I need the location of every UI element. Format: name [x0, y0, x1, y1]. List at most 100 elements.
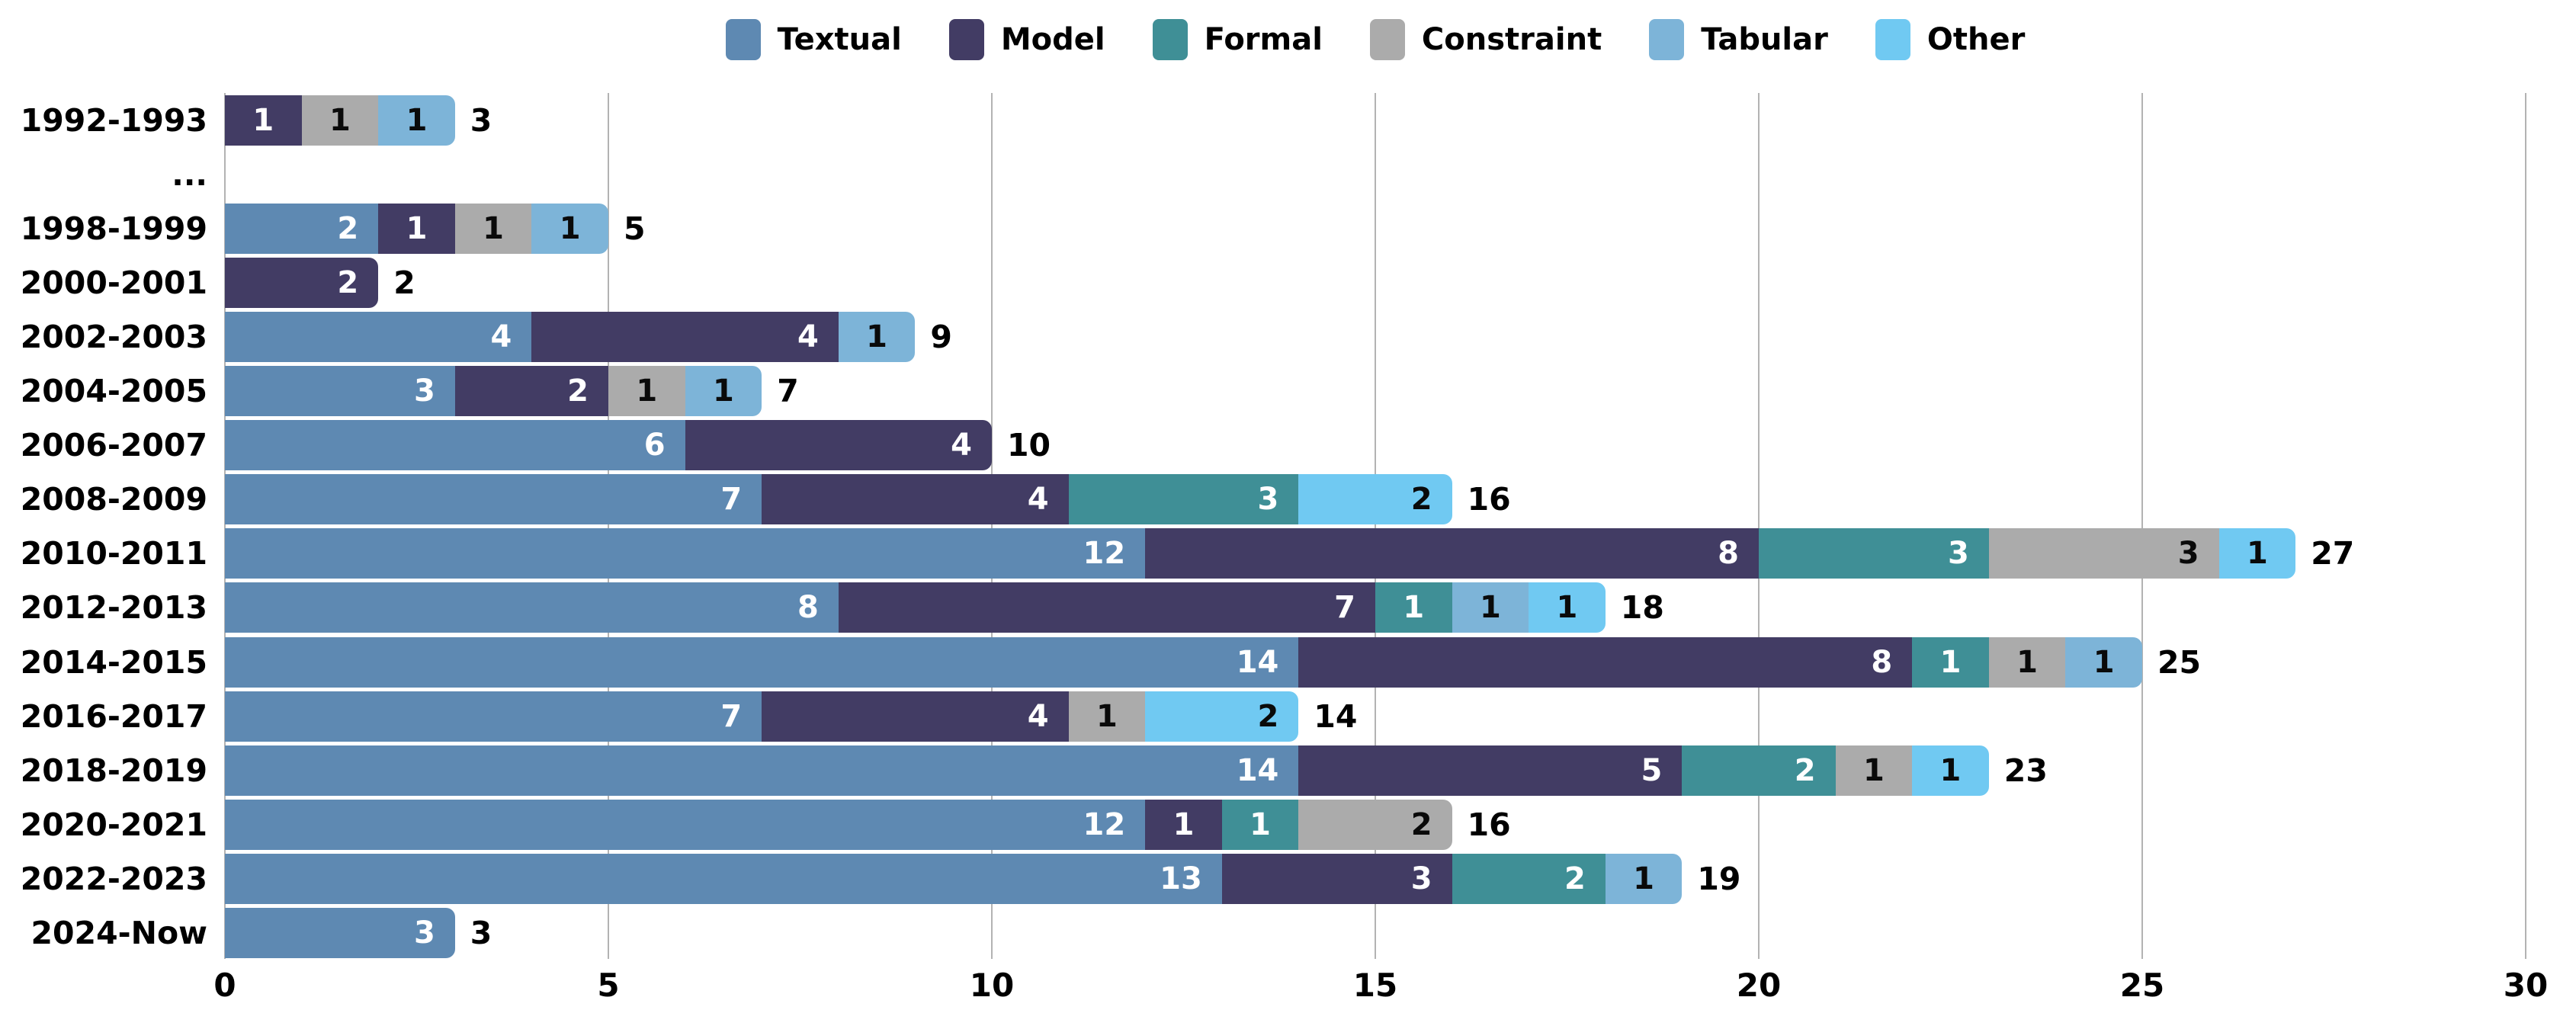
legend-swatch-other — [1875, 19, 1910, 60]
bar-row-2016-2017: 7 4 1 2 — [225, 691, 1299, 742]
bar-row-2000-2001: 2 — [225, 257, 379, 308]
legend-item-other: Other — [1875, 19, 2025, 60]
segment-value: 3 — [1410, 861, 1432, 896]
bar-segment-textual: 3 — [225, 908, 455, 959]
segment-value: 1 — [1939, 644, 1962, 680]
segment-value: 5 — [1641, 752, 1663, 788]
segment-value: 1 — [1096, 698, 1118, 734]
x-tick-label-10: 10 — [969, 967, 1015, 1004]
bar-segment-model: 8 — [1145, 528, 1759, 579]
segment-value: 14 — [1236, 644, 1279, 680]
total-label: 5 — [624, 210, 646, 247]
total-label: 9 — [930, 318, 952, 355]
legend-item-formal: Formal — [1152, 19, 1323, 60]
bar-segment-model: 4 — [685, 420, 992, 471]
bar-segment-textual: 13 — [225, 853, 1222, 904]
bar-row-2014-2015: 14 8 1 1 1 — [225, 636, 2142, 688]
x-tick-label-20: 20 — [1736, 967, 1782, 1004]
segment-value: 1 — [406, 102, 428, 138]
legend-swatch-constraint — [1369, 19, 1405, 60]
bar-segment-textual: 4 — [225, 311, 532, 362]
bar-segment-tabular: 1 — [1452, 582, 1529, 633]
gridline-x-25 — [2141, 93, 2143, 959]
bar-segment-textual: 12 — [225, 528, 1146, 579]
gridline-x-20 — [1758, 93, 1760, 959]
bar-segment-textual: 8 — [225, 582, 839, 633]
gridline-x-30 — [2525, 93, 2526, 959]
bar-segment-constraint: 1 — [454, 203, 532, 254]
row-label: 2006-2007 — [20, 427, 207, 464]
bar-row-2008-2009: 7 4 3 2 — [225, 474, 1452, 525]
segment-value: 2 — [337, 265, 359, 300]
row-label: 2010-2011 — [20, 535, 207, 572]
row-label: 2022-2023 — [20, 860, 207, 897]
row-label: 2012-2013 — [20, 589, 207, 627]
legend-label: Model — [1000, 22, 1105, 57]
bar-row-2024-Now: 3 — [225, 908, 455, 959]
segment-value: 8 — [1871, 644, 1893, 680]
segment-value: 2 — [1410, 482, 1432, 518]
bar-segment-model: 7 — [838, 582, 1375, 633]
legend-swatch-model — [948, 19, 984, 60]
bar-segment-tabular: 1 — [838, 311, 916, 362]
bar-segment-formal: 2 — [1452, 853, 1606, 904]
total-label: 2 — [393, 264, 415, 301]
bar-segment-textual: 12 — [225, 799, 1146, 850]
legend-label: Tabular — [1701, 22, 1828, 57]
bar-segment-tabular: 1 — [685, 366, 762, 417]
bar-segment-textual: 7 — [225, 474, 762, 525]
segment-value: 1 — [559, 210, 581, 246]
bar-segment-formal: 1 — [1912, 636, 1989, 688]
total-label: 14 — [1314, 697, 1358, 735]
segment-value: 1 — [1556, 590, 1578, 626]
bar-segment-constraint: 3 — [1988, 528, 2219, 579]
bar-segment-model: 1 — [378, 203, 455, 254]
bar-segment-model: 5 — [1298, 745, 1683, 796]
segment-value: 1 — [1479, 590, 1501, 626]
legend-label: Formal — [1204, 22, 1323, 57]
segment-value: 2 — [567, 374, 589, 409]
row-label: 2020-2021 — [20, 806, 207, 843]
bar-segment-formal: 1 — [1221, 799, 1299, 850]
segment-value: 1 — [636, 374, 658, 409]
segment-value: 13 — [1160, 861, 1202, 896]
segment-value: 1 — [2246, 536, 2268, 572]
legend-swatch-tabular — [1649, 19, 1685, 60]
bar-row-2018-2019: 14 5 2 1 1 — [225, 745, 1989, 796]
x-tick-label-5: 5 — [597, 967, 620, 1004]
segment-value: 2 — [1410, 806, 1432, 842]
bar-segment-formal: 1 — [1375, 582, 1452, 633]
bar-segment-tabular: 1 — [2065, 636, 2142, 688]
bar-row-2004-2005: 3 2 1 1 — [225, 366, 762, 417]
segment-value: 14 — [1236, 752, 1279, 788]
gridline-x-15 — [1375, 93, 1376, 959]
segment-value: 7 — [1334, 590, 1355, 626]
bar-segment-constraint: 1 — [1835, 745, 1913, 796]
total-label: 25 — [2157, 643, 2202, 681]
bar-segment-model: 1 — [1145, 799, 1222, 850]
bar-segment-textual: 3 — [225, 366, 455, 417]
segment-value: 8 — [1718, 536, 1739, 572]
gridline-x-5 — [608, 93, 609, 959]
row-label: 2016-2017 — [20, 697, 207, 735]
bar-segment-constraint: 1 — [1068, 691, 1146, 742]
gridline-x-0 — [224, 93, 226, 959]
segment-value: 1 — [483, 210, 504, 246]
gridline-x-10 — [991, 93, 993, 959]
bar-segment-textual: 6 — [225, 420, 685, 471]
bar-segment-model: 8 — [1298, 636, 1913, 688]
x-tick-label-25: 25 — [2119, 967, 2165, 1004]
segment-value: 3 — [2177, 536, 2199, 572]
bar-segment-model: 1 — [225, 95, 302, 146]
bar-row-2002-2003: 4 4 1 — [225, 311, 916, 362]
legend-item-constraint: Constraint — [1369, 19, 1602, 60]
segment-value: 2 — [337, 210, 359, 246]
legend-label: Constraint — [1421, 22, 1602, 57]
total-label: 19 — [1697, 860, 1741, 897]
row-label: 1998-1999 — [20, 210, 207, 247]
segment-value: 4 — [797, 319, 819, 354]
total-label: 7 — [777, 373, 799, 410]
bar-segment-model: 2 — [225, 257, 379, 308]
segment-value: 3 — [1947, 536, 1969, 572]
bar-segment-constraint: 1 — [301, 95, 379, 146]
